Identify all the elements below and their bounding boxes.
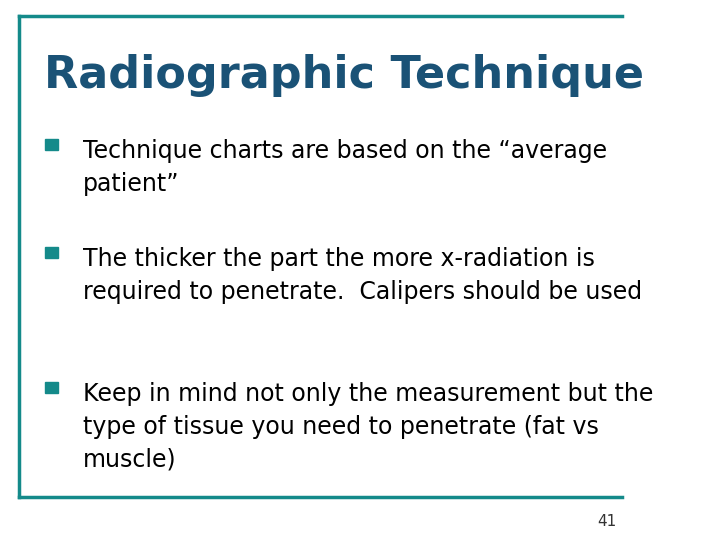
Text: Radiographic Technique: Radiographic Technique	[45, 54, 644, 97]
Bar	[45, 247, 58, 258]
Bar	[45, 139, 58, 150]
Text: 41: 41	[597, 514, 616, 529]
Bar	[45, 382, 58, 393]
Text: Keep in mind not only the measurement but the
type of tissue you need to penetra: Keep in mind not only the measurement bu…	[83, 382, 653, 471]
Text: The thicker the part the more x-radiation is
required to penetrate.  Calipers sh: The thicker the part the more x-radiatio…	[83, 247, 642, 304]
Text: Technique charts are based on the “average
patient”: Technique charts are based on the “avera…	[83, 139, 607, 196]
